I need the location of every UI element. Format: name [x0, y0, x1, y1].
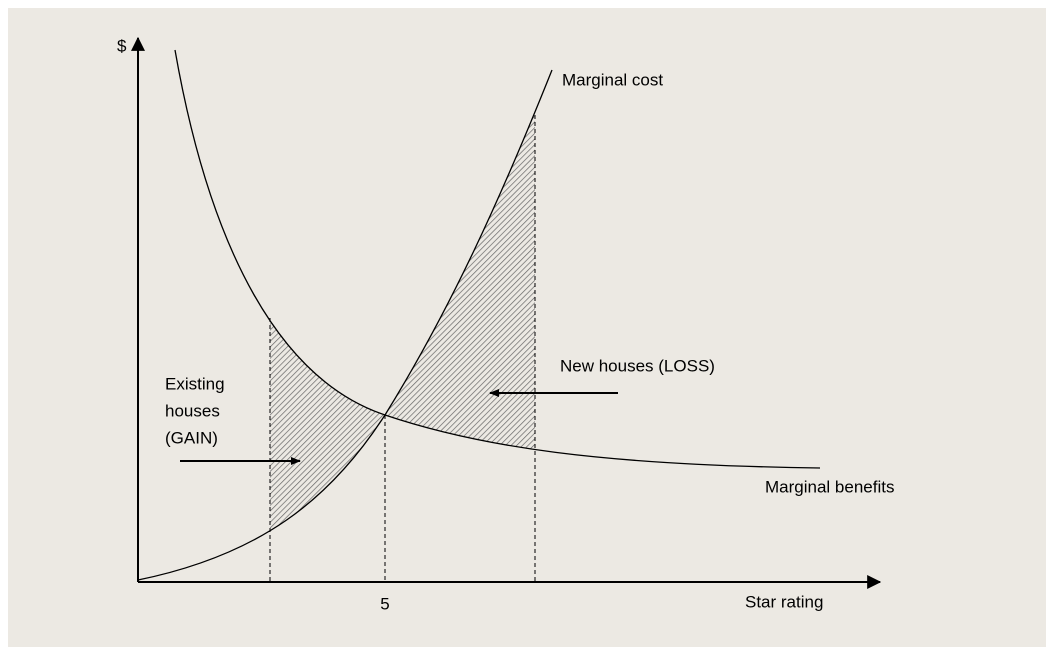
guides [269, 115, 536, 582]
gain-label: houses [165, 401, 220, 420]
benefit-curve [174, 49, 821, 469]
y-axis-label: $ [117, 36, 127, 55]
loss-label: New houses (LOSS) [560, 356, 715, 375]
gain-label: (GAIN) [165, 428, 218, 447]
x-axis-label: Star rating [745, 592, 823, 611]
benefits-label: Marginal benefits [765, 477, 894, 496]
cost-label: Marginal cost [562, 70, 663, 89]
gain-label: Existing [165, 374, 225, 393]
x-tick-label: 5 [380, 594, 389, 613]
